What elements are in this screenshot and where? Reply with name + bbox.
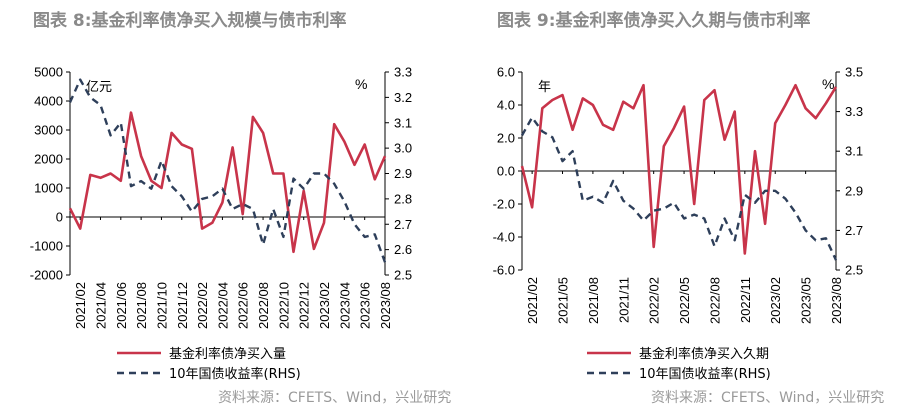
chart2-x-tick-label: 2021/05 xyxy=(556,277,571,324)
chart1-x-tick-label: 2022/08 xyxy=(256,282,271,329)
chart2-right-tick-label: 3.3 xyxy=(845,104,863,119)
chart1-x-tick-label: 2021/08 xyxy=(134,282,149,329)
chart1-x-tick-label: 2022/02 xyxy=(195,282,210,329)
chart1-x-tick-label: 2022/10 xyxy=(276,282,291,329)
chart2-right-tick-label: 3.1 xyxy=(845,144,863,159)
chart1-right-tick-label: 2.5 xyxy=(394,268,412,283)
chart2-x-tick-label: 2022/05 xyxy=(677,277,692,324)
chart1-left-tick-label: -1000 xyxy=(30,239,63,254)
chart2-x-tick-label: 2022/11 xyxy=(738,277,753,323)
chart1-right-tick-label: 2.9 xyxy=(394,166,412,181)
chart1-left-tick-label: 2000 xyxy=(34,152,63,167)
chart1-left-tick-label: 3000 xyxy=(34,123,63,138)
chart1-left-tick-label: 1000 xyxy=(34,181,63,196)
chart1-x-tick-label: 2022/06 xyxy=(236,282,251,329)
chart2-left-tick-label: 6.0 xyxy=(497,65,515,80)
chart1-legend-label-2: 10年国债收益率(RHS) xyxy=(169,366,301,382)
chart2-left-tick-label: 4.0 xyxy=(497,98,515,113)
chart2-x-tick-label: 2022/08 xyxy=(707,277,722,324)
chart1-x-tick-label: 2023/02 xyxy=(317,282,332,329)
chart2-x-tick-label: 2021/02 xyxy=(525,277,540,324)
chart-title-right: 图表 9:基金利率债净买入久期与债市利率 xyxy=(497,11,811,31)
chart1-x-tick-label: 2022/04 xyxy=(215,282,230,329)
chart1-x-tick-label: 2021/12 xyxy=(175,282,190,329)
chart2-right-unit-label: % xyxy=(822,76,834,92)
chart2-x-tick-label: 2023/02 xyxy=(768,277,783,324)
chart1-x-tick-label: 2022/12 xyxy=(297,282,312,329)
chart1-right-tick-label: 3.1 xyxy=(394,115,412,130)
chart2-left-tick-label: -4.0 xyxy=(493,230,515,245)
chart2-right-tick-label: 2.5 xyxy=(845,263,863,278)
source-note-right: 资料来源：CFETS、Wind，兴业研究 xyxy=(651,390,885,406)
chart1-right-tick-label: 3.3 xyxy=(394,65,412,80)
chart1-left-unit-label: 亿元 xyxy=(86,80,112,95)
chart1-left-tick-label: 5000 xyxy=(34,65,63,80)
chart2-legend-label-2: 10年国债收益率(RHS) xyxy=(639,366,771,382)
chart1-right-tick-label: 3.2 xyxy=(394,90,412,105)
chart1-x-tick-label: 2023/08 xyxy=(378,282,393,329)
chart1-x-tick-label: 2021/04 xyxy=(93,282,108,329)
chart2-x-tick-label: 2023/08 xyxy=(829,277,844,324)
chart1-left-tick-label: 0 xyxy=(56,210,63,225)
chart2-left-tick-label: -2.0 xyxy=(493,197,515,212)
chart2-left-unit-label: 年 xyxy=(538,80,551,95)
chart1-x-tick-label: 2021/06 xyxy=(114,282,129,329)
chart1-legend-label-1: 基金利率债净买入量 xyxy=(169,346,286,362)
chart1-x-tick-label: 2023/04 xyxy=(337,282,352,329)
chart1-right-tick-label: 2.8 xyxy=(394,191,412,206)
chart1-x-tick-label: 2021/02 xyxy=(73,282,88,329)
chart2-right-tick-label: 2.7 xyxy=(845,223,863,238)
chart2-x-tick-label: 2021/11 xyxy=(616,277,631,323)
chart2-series-net-purchase-line xyxy=(520,83,838,255)
chart2-right-tick-label: 3.5 xyxy=(845,65,863,80)
chart1-right-unit-label: % xyxy=(355,76,367,92)
chart2-left-tick-label: 2.0 xyxy=(497,131,515,146)
source-note-left: 资料来源：CFETS、Wind，兴业研究 xyxy=(218,390,452,406)
chart1-series-net-purchase-line xyxy=(68,111,387,254)
chart-title-left: 图表 8:基金利率债净买入规模与债市利率 xyxy=(33,11,347,31)
chart1-x-tick-label: 2023/06 xyxy=(358,282,373,329)
chart2-left-tick-label: 0.0 xyxy=(497,164,515,179)
chart2-x-tick-label: 2022/02 xyxy=(647,277,662,324)
chart2-right-tick-label: 2.9 xyxy=(845,183,863,198)
chart1-x-tick-label: 2021/10 xyxy=(154,282,169,329)
chart1-right-tick-label: 3.0 xyxy=(394,141,412,156)
chart1-left-tick-label: 4000 xyxy=(34,94,63,109)
chart1-right-tick-label: 2.7 xyxy=(394,217,412,232)
chart2-left-tick-label: -6.0 xyxy=(493,263,515,278)
chart2-legend-label-1: 基金利率债净买入久期 xyxy=(639,346,769,362)
chart2-series-bond-yield-line xyxy=(520,116,838,261)
chart1-left-tick-label: -2000 xyxy=(30,268,63,283)
chart2-x-tick-label: 2021/08 xyxy=(586,277,601,324)
chart1-right-tick-label: 2.6 xyxy=(394,242,412,257)
chart2-x-tick-label: 2023/05 xyxy=(799,277,814,324)
